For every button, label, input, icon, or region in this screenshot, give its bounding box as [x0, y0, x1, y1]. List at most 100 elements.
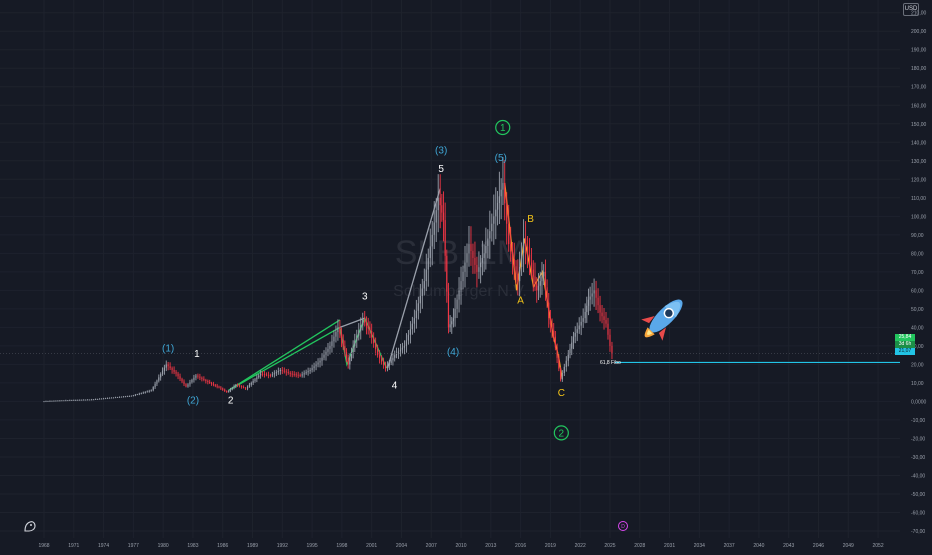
candle-body [500, 189, 502, 197]
candle-body [181, 378, 183, 382]
candle-body [554, 336, 556, 348]
candle-body [397, 351, 400, 354]
candle-body [97, 399, 99, 400]
candle-body [574, 332, 576, 337]
y-tick-label: 0,0000 [911, 399, 927, 405]
candle-body [250, 382, 252, 385]
candle-body [210, 382, 213, 384]
candle-body [59, 400, 61, 402]
candle-body [289, 372, 291, 374]
tradingview-logo-icon[interactable] [23, 519, 37, 533]
candle-body [576, 329, 578, 333]
candle-body [508, 223, 510, 245]
horizontal-levels[interactable] [0, 353, 900, 364]
candle-body [447, 291, 450, 328]
candle-body [126, 396, 129, 398]
candle-body [222, 388, 224, 390]
candle-body [301, 374, 303, 376]
x-tick-label: 2016 [515, 543, 526, 549]
candle-body [323, 354, 325, 358]
candle-body [399, 349, 402, 352]
candle-body [120, 396, 123, 398]
candle-body [244, 387, 247, 389]
candle-body [386, 365, 389, 369]
wave-labels[interactable]: (1) 1 (2) 2 3 4 (3) 5 (4) (5) B A C 1 2 [162, 119, 569, 441]
x-tick-label: 2001 [366, 543, 377, 549]
x-tick-label: 1980 [158, 543, 169, 549]
y-tick-label: 20,00 [911, 362, 924, 368]
candle-body [561, 373, 563, 380]
candle-body [207, 381, 209, 382]
candle-body [218, 386, 220, 388]
candle-body [189, 382, 191, 385]
candle-body [519, 266, 521, 282]
candle-body [511, 251, 514, 259]
y-axis[interactable]: 210,00200,00190,00180,00170,00160,00150,… [911, 11, 927, 535]
candle-body [261, 373, 264, 375]
candle-body [122, 396, 125, 398]
candle-body [515, 266, 517, 274]
y-tick-label: 40,00 [911, 325, 924, 331]
x-tick-label: 2052 [873, 543, 884, 549]
candle-body [100, 398, 103, 400]
candle-body [228, 390, 230, 393]
x-tick-label: 2049 [843, 543, 854, 549]
currency-label[interactable]: USD [903, 3, 919, 16]
candle-body [584, 311, 586, 319]
candle-body [435, 210, 437, 223]
candle-body [87, 399, 89, 401]
candle-body [265, 374, 268, 376]
candle-body [239, 385, 241, 387]
candle-body [269, 375, 271, 376]
y-tick-label: -30,00 [911, 455, 925, 461]
x-tick-label: 2046 [813, 543, 824, 549]
watermark-company: Schlumberger N.V. [393, 283, 527, 300]
candle-body [605, 319, 607, 324]
x-tick-label: 1989 [247, 543, 258, 549]
candle-body [134, 394, 136, 396]
candle-body [216, 385, 218, 387]
candle-body [549, 318, 551, 325]
candle-body [403, 345, 406, 348]
candle-body [158, 377, 160, 381]
candle-body [493, 216, 495, 224]
candle-body [551, 324, 553, 331]
candle-body [144, 391, 146, 393]
candle-body [175, 371, 177, 374]
fibo-level-tag: 21,07 [895, 348, 915, 355]
candle-body [521, 252, 523, 267]
y-tick-label: 60,00 [911, 288, 924, 294]
candle-body [93, 399, 95, 401]
wave-label: 3 [362, 292, 368, 303]
wave-label: (4) [447, 347, 459, 358]
candle-body [431, 234, 433, 247]
candle-body [65, 400, 67, 402]
rocket-emoji [641, 299, 683, 341]
candle-body [55, 400, 57, 402]
candle-body [433, 222, 435, 235]
candle-body [569, 348, 571, 355]
y-tick-label: 30,00 [911, 344, 924, 350]
candle-body [317, 362, 319, 365]
candle-body [252, 381, 254, 383]
y-tick-label: 150,00 [911, 122, 927, 128]
candle-body [297, 374, 299, 376]
wave-label: (2) [187, 395, 199, 406]
candle-body [309, 369, 311, 372]
y-tick-label: 100,00 [911, 214, 927, 220]
dividend-marker-icon[interactable]: D [618, 521, 628, 531]
svg-text:D: D [621, 524, 625, 530]
candle-body [279, 369, 281, 372]
candle-body [427, 257, 429, 270]
y-tick-label: 130,00 [911, 159, 927, 165]
candle-body [409, 329, 411, 335]
x-axis[interactable]: 1968 1971 1974 1977 1980 1983 1986 1989 1992 1995… [38, 543, 883, 549]
x-tick-label: 1995 [307, 543, 318, 549]
candle-body [203, 378, 205, 380]
candle-body [563, 366, 565, 374]
x-tick-label: 2040 [753, 543, 764, 549]
trendline [386, 188, 441, 369]
candle-body [263, 374, 266, 375]
